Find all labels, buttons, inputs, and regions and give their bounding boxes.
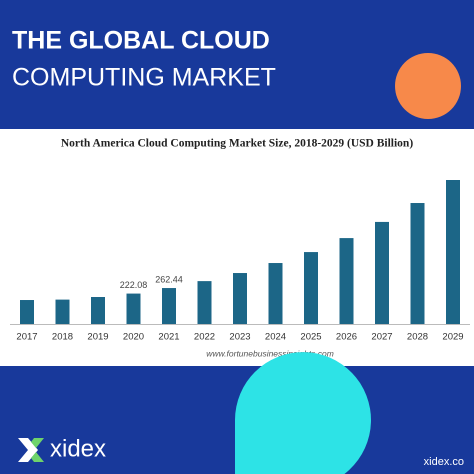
bar bbox=[410, 203, 425, 324]
logo bbox=[18, 438, 44, 462]
bar bbox=[268, 263, 283, 324]
decor-shape bbox=[235, 352, 371, 474]
bar bbox=[304, 252, 318, 324]
headline: COMPUTING MARKET bbox=[12, 64, 276, 92]
x-tick-label: 2022 bbox=[194, 332, 215, 343]
chart-panel bbox=[0, 129, 474, 366]
x-tick-label: 2026 bbox=[336, 332, 357, 343]
bar bbox=[197, 281, 212, 324]
bar bbox=[446, 180, 460, 324]
bar bbox=[55, 299, 70, 324]
x-tick-label: 2028 bbox=[407, 332, 428, 343]
bar bbox=[20, 300, 34, 324]
x-tick-label: 2020 bbox=[123, 332, 144, 343]
bar bbox=[91, 297, 105, 324]
x-tick-label: 2019 bbox=[87, 332, 108, 343]
x-tick-label: 2017 bbox=[16, 332, 37, 343]
bar bbox=[339, 238, 354, 324]
bar bbox=[162, 288, 176, 324]
source: www.fortunebusinessinsights.com bbox=[206, 348, 334, 358]
bar bbox=[375, 221, 389, 324]
x-tick-label: 2021 bbox=[158, 332, 179, 343]
bar bbox=[126, 293, 141, 324]
x-tick-label: 2027 bbox=[371, 332, 392, 343]
brand: xidex bbox=[50, 435, 106, 462]
value-label: 262.44 bbox=[155, 274, 183, 284]
decor-circle bbox=[395, 53, 461, 119]
logo-mark bbox=[31, 438, 44, 462]
value-label: 222.08 bbox=[120, 280, 148, 290]
x-tick-label: 2018 bbox=[52, 332, 73, 343]
website: xidex.co bbox=[424, 456, 464, 468]
x-tick-label: 2029 bbox=[442, 332, 463, 343]
x-tick-label: 2025 bbox=[300, 332, 321, 343]
bar bbox=[233, 273, 247, 324]
headline: THE GLOBAL CLOUD bbox=[12, 27, 270, 55]
chart-title: North America Cloud Computing Market Siz… bbox=[61, 138, 414, 150]
x-tick-label: 2023 bbox=[229, 332, 250, 343]
x-tick-label: 2024 bbox=[265, 332, 286, 343]
